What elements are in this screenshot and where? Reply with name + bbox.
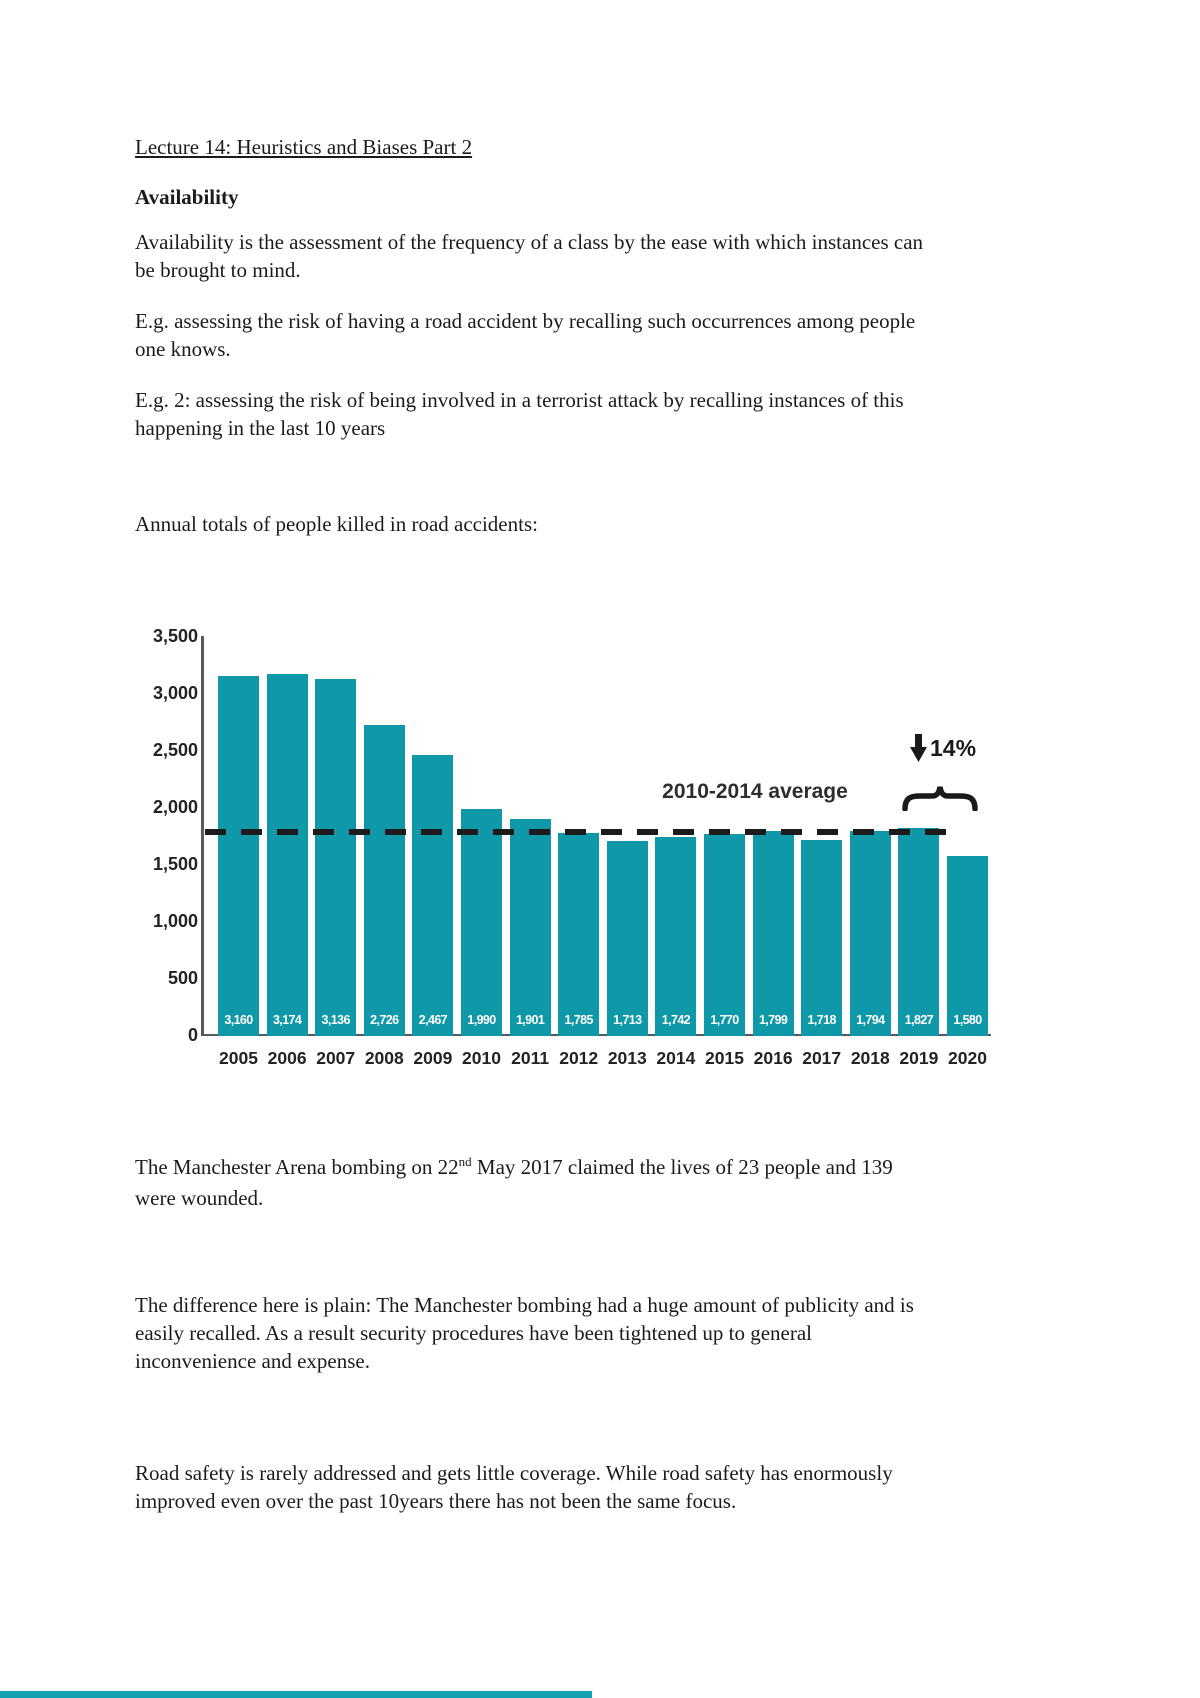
y-tick-label: 1,000 [152, 911, 198, 931]
y-tick-label: 3,500 [152, 626, 198, 646]
bar-2007: 3,136 [315, 678, 357, 1036]
text-span: May 2017 claimed the lives of 23 people … [471, 1155, 893, 1179]
bar-value-label: 2,726 [370, 1013, 399, 1027]
text-line: one knows. [135, 337, 231, 361]
paragraph-difference: The difference here is plain: The Manche… [135, 1291, 914, 1375]
chart-intro-text: Annual totals of people killed in road a… [135, 512, 538, 536]
text-line: The Manchester Arena bombing on 22nd May… [135, 1153, 893, 1184]
percent-drop-value: 14% [930, 734, 977, 761]
average-dashed-line [205, 828, 960, 835]
paragraph-example-1: E.g. assessing the risk of having a road… [135, 307, 915, 363]
bar-2010: 1,990 [461, 809, 502, 1036]
x-tick-label: 2006 [267, 1048, 307, 1068]
text-line: improved even over the past 10years ther… [135, 1489, 737, 1513]
section-heading-availability: Availability [135, 185, 239, 209]
bar-value-label: 1,799 [758, 1013, 788, 1027]
average-line-label: 2010-2014 average [662, 780, 848, 803]
bar-value-label: 3,136 [321, 1013, 351, 1027]
paragraph-availability-definition: Availability is the assessment of the fr… [135, 228, 923, 284]
text-line: easily recalled. As a result security pr… [135, 1321, 812, 1345]
paragraph-road-safety: Road safety is rarely addressed and gets… [135, 1459, 893, 1515]
bar-2020: 1,580 [947, 855, 988, 1036]
text-line: happening in the last 10 years [135, 416, 386, 440]
road-deaths-bar-chart: 3,500 3,000 2,500 2,000 1,500 1,000 500 0 3,160… [150, 596, 1130, 1096]
bar-2018: 1,794 [849, 831, 891, 1036]
x-tick-label: 2017 [802, 1048, 842, 1068]
down-arrow-icon [910, 734, 927, 762]
bar-value-label: 1,827 [904, 1013, 934, 1027]
x-tick-label: 2011 [511, 1048, 550, 1068]
bar-value-label: 1,770 [710, 1013, 739, 1027]
bar-2016: 1,799 [752, 830, 794, 1036]
text-line: were wounded. [135, 1186, 264, 1210]
bar-2009: 2,467 [412, 754, 454, 1036]
bar-2015: 1,770 [704, 834, 745, 1036]
bar-value-label: 1,742 [661, 1013, 691, 1027]
text-line: be brought to mind. [135, 258, 301, 282]
text-line: inconvenience and expense. [135, 1349, 370, 1373]
text-span: The Manchester Arena bombing on 22 [135, 1155, 459, 1179]
x-tick-label: 2005 [219, 1048, 258, 1068]
x-tick-label: 2010 [462, 1048, 501, 1068]
y-tick-label: 2,500 [152, 740, 198, 760]
bar-2006: 3,174 [266, 674, 308, 1036]
next-page-peek-strip [0, 1691, 592, 1698]
x-tick-label: 2009 [413, 1048, 453, 1068]
text-line: E.g. 2: assessing the risk of being invo… [135, 388, 904, 412]
x-tick-label: 2015 [705, 1048, 744, 1068]
text-line: The difference here is plain: The Manche… [135, 1293, 914, 1317]
percent-drop-annotation: 14% [910, 734, 976, 762]
y-tick-label: 500 [167, 968, 198, 988]
x-tick-label: 2018 [850, 1048, 890, 1068]
y-tick-label: 0 [187, 1025, 198, 1045]
bar-2005: 3,160 [218, 675, 259, 1036]
bar-value-label: 1,785 [564, 1013, 594, 1027]
paragraph-example-2: E.g. 2: assessing the risk of being invo… [135, 386, 904, 442]
paragraph-manchester: The Manchester Arena bombing on 22nd May… [135, 1153, 893, 1212]
bar-value-label: 3,174 [272, 1013, 302, 1027]
y-axis-line [201, 636, 204, 1036]
bar-value-label: 3,160 [224, 1013, 253, 1027]
ordinal-superscript: nd [458, 1154, 472, 1169]
x-tick-label: 2012 [559, 1048, 599, 1068]
bar-value-label: 1,794 [856, 1013, 885, 1027]
bar-value-label: 1,718 [807, 1013, 837, 1027]
x-tick-label: 2019 [899, 1048, 939, 1068]
bar-2014: 1,742 [655, 837, 697, 1036]
y-tick-label: 3,000 [152, 683, 198, 703]
brace-icon [902, 784, 978, 816]
page-title: Lecture 14: Heuristics and Biases Part 2 [135, 135, 473, 159]
x-tick-label: 2020 [948, 1048, 987, 1068]
bar-2011: 1,901 [509, 819, 551, 1036]
x-tick-label: 2016 [753, 1048, 793, 1068]
bar-value-label: 2,467 [418, 1013, 448, 1027]
text-line: E.g. assessing the risk of having a road… [135, 309, 916, 333]
y-tick-label: 1,500 [152, 854, 198, 874]
x-tick-label: 2013 [607, 1048, 647, 1068]
bar-plot: 3,160 3,174 3,136 2,726 2,467 1,990 1,901 1,785… [150, 596, 1050, 1036]
bar-2017: 1,718 [801, 840, 843, 1036]
bar-value-label: 1,713 [613, 1013, 642, 1027]
bar-2012: 1,785 [558, 832, 600, 1036]
bar-2019: 1,827 [898, 827, 940, 1036]
y-tick-label: 2,000 [152, 797, 198, 817]
x-tick-label: 2008 [364, 1048, 404, 1068]
text-line: Road safety is rarely addressed and gets… [135, 1461, 893, 1485]
bar-2008: 2,726 [363, 725, 405, 1036]
bar-value-label: 1,990 [467, 1013, 496, 1027]
bar-2013: 1,713 [606, 840, 648, 1036]
x-tick-label: 2007 [316, 1048, 356, 1068]
bar-value-label: 1,901 [515, 1013, 545, 1027]
text-line: Availability is the assessment of the fr… [135, 230, 924, 254]
x-tick-label: 2014 [656, 1048, 696, 1068]
bar-value-label: 1,580 [953, 1013, 982, 1027]
